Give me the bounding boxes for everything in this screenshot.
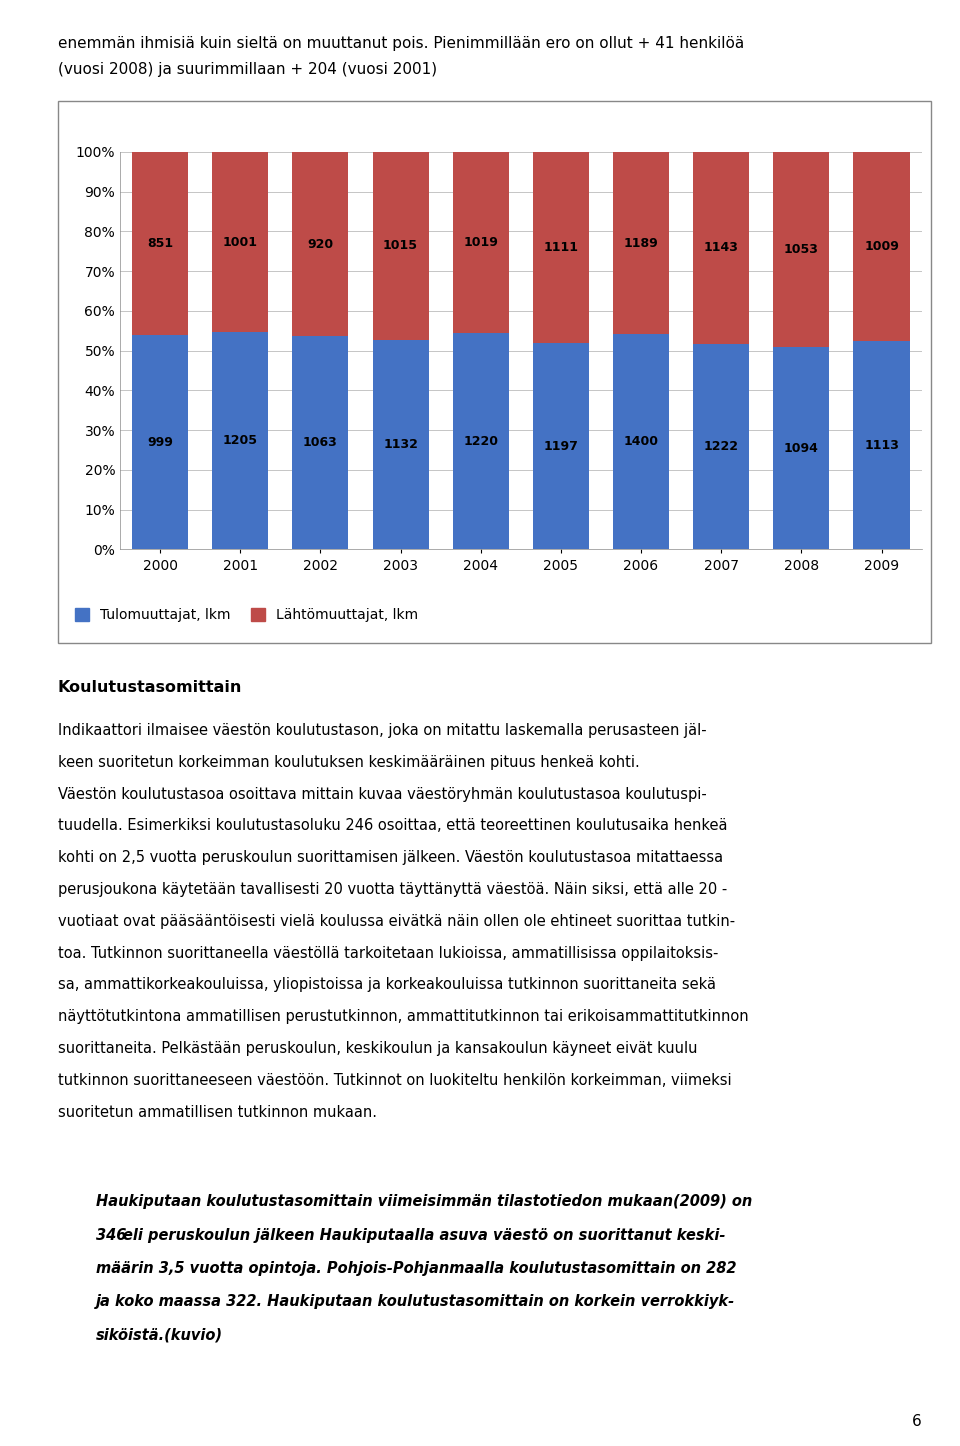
Bar xyxy=(132,152,188,334)
Text: Haukiputaan koulutustasomittain viimeisimmän tilastotiedon mukaan(2009) on: Haukiputaan koulutustasomittain viimeisi… xyxy=(96,1194,753,1209)
Text: Koulutustasomittain: Koulutustasomittain xyxy=(58,680,242,694)
Text: 1189: 1189 xyxy=(624,237,659,250)
Text: tuudella. Esimerkiksi koulutustasoluku 246 osoittaa, että teoreettinen koulutusa: tuudella. Esimerkiksi koulutustasoluku 2… xyxy=(58,818,727,833)
Text: 1222: 1222 xyxy=(704,440,738,453)
Bar xyxy=(212,333,268,549)
Text: 1197: 1197 xyxy=(543,440,578,453)
Text: 1205: 1205 xyxy=(223,434,257,447)
Bar xyxy=(693,344,749,549)
Text: toa. Tutkinnon suorittaneella väestöllä tarkoitetaan lukioissa, ammatillisissa o: toa. Tutkinnon suorittaneella väestöllä … xyxy=(58,946,718,960)
Legend: Tulomuuttajat, lkm, Lähtömuuttajat, lkm: Tulomuuttajat, lkm, Lähtömuuttajat, lkm xyxy=(75,609,419,622)
Text: tutkinnon suorittaneeseen väestöön. Tutkinnot on luokiteltu henkilön korkeimman,: tutkinnon suorittaneeseen väestöön. Tutk… xyxy=(58,1073,732,1087)
Text: 920: 920 xyxy=(307,237,333,250)
Bar xyxy=(212,152,268,333)
Text: 1019: 1019 xyxy=(464,236,498,249)
Text: keen suoritetun korkeimman koulutuksen keskimääräinen pituus henkeä kohti.: keen suoritetun korkeimman koulutuksen k… xyxy=(58,755,639,769)
Bar xyxy=(453,333,509,549)
Text: 1113: 1113 xyxy=(864,438,899,451)
Text: kohti on 2,5 vuotta peruskoulun suorittamisen jälkeen. Väestön koulutustasoa mit: kohti on 2,5 vuotta peruskoulun suoritta… xyxy=(58,850,723,865)
Text: 1132: 1132 xyxy=(383,438,418,451)
Bar xyxy=(533,343,588,549)
Text: suoritetun ammatillisen tutkinnon mukaan.: suoritetun ammatillisen tutkinnon mukaan… xyxy=(58,1105,376,1119)
Text: 1111: 1111 xyxy=(543,241,578,254)
Text: määrin 3,5 vuotta opintoja. Pohjois-Pohjanmaalla koulutustasomittain on 282: määrin 3,5 vuotta opintoja. Pohjois-Pohj… xyxy=(96,1261,736,1275)
Text: perusjoukona käytetään tavallisesti 20 vuotta täyttänyttä väestöä. Näin siksi, e: perusjoukona käytetään tavallisesti 20 v… xyxy=(58,882,727,897)
Bar xyxy=(372,340,428,549)
Bar xyxy=(293,337,348,549)
Bar xyxy=(533,152,588,343)
Text: 851: 851 xyxy=(147,237,173,250)
Text: (vuosi 2008) ja suurimmillaan + 204 (vuosi 2001): (vuosi 2008) ja suurimmillaan + 204 (vuo… xyxy=(58,62,437,77)
Text: eli peruskoulun jälkeen Haukiputaalla asuva väestö on suorittanut keski-: eli peruskoulun jälkeen Haukiputaalla as… xyxy=(123,1228,726,1242)
Text: 6: 6 xyxy=(912,1414,922,1429)
Text: 1053: 1053 xyxy=(784,243,819,256)
Text: sa, ammattikorkeakouluissa, yliopistoissa ja korkeakouluissa tutkinnon suorittan: sa, ammattikorkeakouluissa, yliopistoiss… xyxy=(58,977,715,992)
Text: 1400: 1400 xyxy=(624,435,659,448)
Text: Väestön koulutustasoa osoittava mittain kuvaa väestöryhmän koulutustasoa koulutu: Väestön koulutustasoa osoittava mittain … xyxy=(58,787,707,801)
Text: Indikaattori ilmaisee väestön koulutustason, joka on mitattu laskemalla perusast: Indikaattori ilmaisee väestön koulutusta… xyxy=(58,723,707,737)
Bar xyxy=(613,152,669,334)
Bar xyxy=(853,152,909,341)
Text: ja koko maassa 322. Haukiputaan koulutustasomittain on korkein verrokkiyk-: ja koko maassa 322. Haukiputaan koulutus… xyxy=(96,1294,735,1309)
Bar xyxy=(613,334,669,549)
Bar xyxy=(853,341,909,549)
Text: 1220: 1220 xyxy=(464,435,498,448)
Text: vuotiaat ovat pääsääntöisesti vielä koulussa eivätkä näin ollen ole ehtineet suo: vuotiaat ovat pääsääntöisesti vielä koul… xyxy=(58,914,734,928)
Text: 1063: 1063 xyxy=(303,437,338,450)
Text: suorittaneita. Pelkästään peruskoulun, keskikoulun ja kansakoulun käyneet eivät : suorittaneita. Pelkästään peruskoulun, k… xyxy=(58,1041,697,1056)
Text: 1001: 1001 xyxy=(223,236,257,249)
Text: 999: 999 xyxy=(147,435,173,448)
Bar xyxy=(693,152,749,344)
Text: 1015: 1015 xyxy=(383,240,418,252)
Bar xyxy=(774,347,829,549)
Bar xyxy=(293,152,348,337)
Bar xyxy=(453,152,509,333)
Bar xyxy=(372,152,428,340)
Text: näyttötutkintona ammatillisen perustutkinnon, ammattitutkinnon tai erikoisammatt: näyttötutkintona ammatillisen perustutki… xyxy=(58,1009,748,1024)
Text: enemmän ihmisiä kuin sieltä on muuttanut pois. Pienimmillään ero on ollut + 41 h: enemmän ihmisiä kuin sieltä on muuttanut… xyxy=(58,36,744,51)
Text: 1143: 1143 xyxy=(704,241,738,254)
Text: 1009: 1009 xyxy=(864,240,899,253)
Text: 1094: 1094 xyxy=(784,441,819,454)
Bar xyxy=(132,334,188,549)
Text: 346: 346 xyxy=(96,1228,132,1242)
Bar xyxy=(774,152,829,347)
Text: siköistä.(kuvio): siköistä.(kuvio) xyxy=(96,1327,223,1342)
